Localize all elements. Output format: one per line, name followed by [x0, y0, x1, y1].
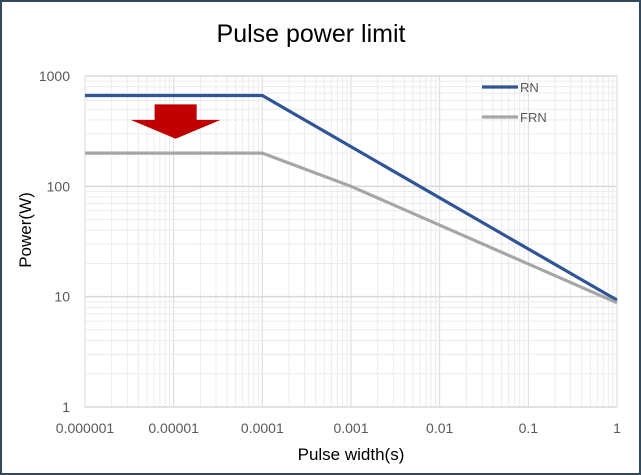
x-tick-label: 1 [613, 420, 621, 436]
down-arrow-icon [130, 104, 221, 139]
series-rn [85, 93, 618, 302]
series-frn [85, 151, 618, 305]
x-tick-label: 0.01 [426, 420, 453, 436]
axis-ticks: 0.000001 0.00001 0.0001 0.001 0.01 0.1 1 1 10 100… [39, 68, 621, 436]
y-tick-label: 1 [62, 399, 70, 415]
x-axis-label: Pulse width(s) [298, 445, 405, 464]
x-tick-label: 0.1 [519, 420, 539, 436]
legend-label-rn: RN [520, 80, 539, 95]
y-tick-label: 10 [54, 289, 70, 305]
x-tick-label: 0.000001 [56, 420, 115, 436]
legend: RN FRN [482, 80, 547, 125]
y-axis-label: Power(W) [16, 192, 35, 268]
y-tick-label: 1000 [39, 68, 70, 84]
x-tick-label: 0.001 [333, 420, 368, 436]
y-tick-label: 100 [47, 178, 71, 194]
series-lines [85, 93, 618, 305]
chart-title: Pulse power limit [217, 20, 406, 48]
legend-label-frn: FRN [520, 110, 547, 125]
x-tick-label: 0.0001 [241, 420, 284, 436]
x-tick-label: 0.00001 [148, 420, 199, 436]
